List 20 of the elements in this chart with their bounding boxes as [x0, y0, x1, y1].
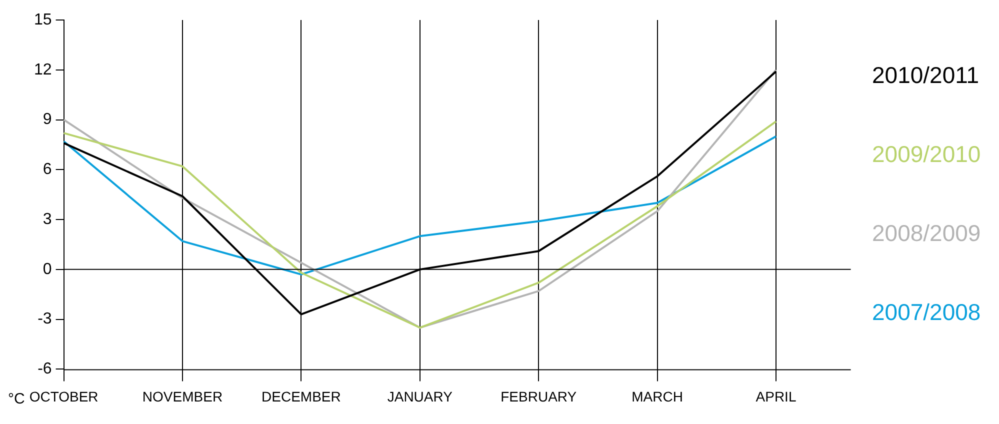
text: 2009/2010	[872, 141, 981, 168]
text: 2008/2009	[872, 220, 981, 247]
y-tick-label: 12	[34, 61, 52, 78]
x-tick-label: DECEMBER	[262, 388, 341, 404]
y-tick-label: 0	[42, 260, 52, 278]
text: 2007/2008	[872, 299, 981, 326]
x-tick-label: FEBRUARY	[500, 388, 578, 404]
y-tick-label: 6	[42, 161, 52, 178]
y-tick-label: -3	[38, 310, 52, 328]
x-tick-label: MARCH	[632, 388, 683, 404]
text: 2010/2011	[872, 62, 980, 89]
x-tick-label: OCTOBER	[29, 388, 98, 404]
x-tick-label: APRIL	[756, 388, 796, 404]
y-tick-label: 3	[42, 210, 52, 228]
y-tick-label: -6	[38, 360, 52, 378]
y-tick-label: 9	[42, 111, 52, 128]
y-axis-title: °C	[8, 390, 25, 408]
y-tick-label: 15	[34, 11, 52, 28]
x-tick-label: NOVEMBER	[142, 388, 223, 404]
x-tick-label: JANUARY	[387, 388, 454, 404]
